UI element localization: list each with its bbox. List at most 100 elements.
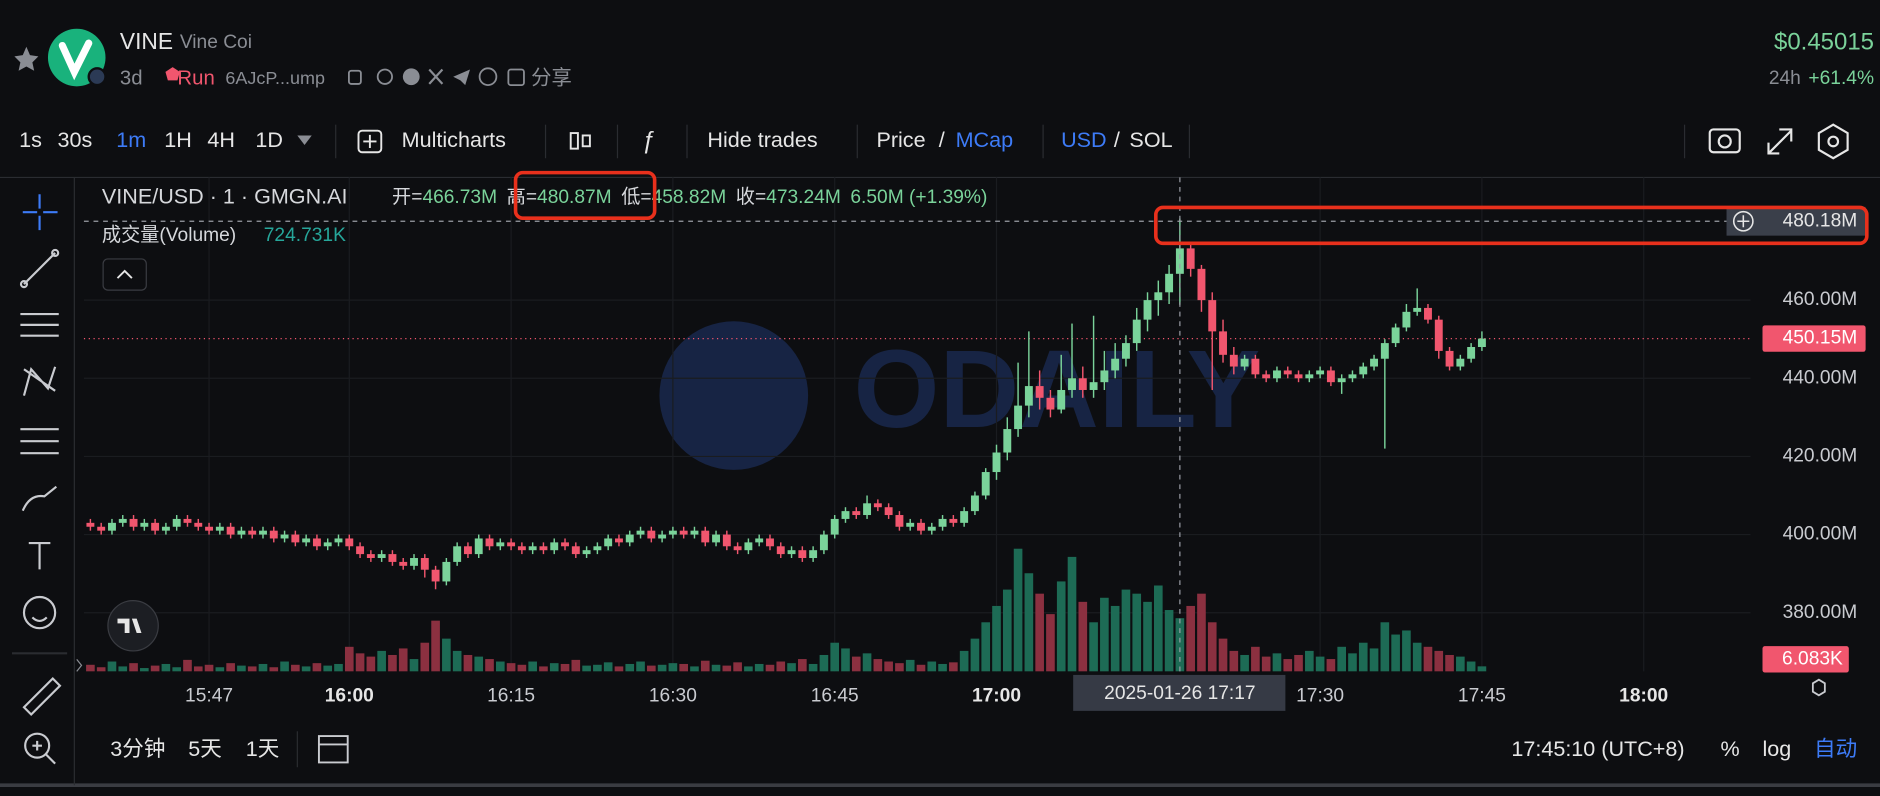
candle-body [895,515,904,527]
candle-body [1326,370,1335,383]
y-tick-label: 400.00M [1783,524,1858,545]
volume-bar [1207,622,1217,672]
candle-body [1186,248,1195,269]
volume-bar [1369,648,1379,672]
crosshair-tool[interactable] [22,194,58,231]
interval-button[interactable]: 4H [207,127,235,152]
text-tool[interactable] [28,541,51,570]
volume-bar [851,656,861,672]
volume-bar [916,664,926,672]
interval-button[interactable]: 1m [116,127,146,152]
copy-icon[interactable] [348,69,362,85]
brush-tool[interactable] [21,485,58,512]
volume-bar [798,659,807,672]
fullscreen-icon[interactable] [1767,128,1793,155]
multicharts-icon[interactable] [357,129,383,154]
sol-toggle[interactable]: SOL [1129,127,1172,152]
volume-bar [1153,585,1163,672]
volume-bar [485,659,494,672]
candle-body [1424,307,1432,320]
percent-toggle[interactable]: % [1721,736,1740,761]
change-period: 24h [1769,68,1801,89]
volume-bar [1229,650,1239,672]
projection-tool[interactable] [20,428,59,455]
volume-bar [905,659,915,672]
trendline-tool[interactable] [23,252,56,285]
share-icon[interactable] [507,68,525,87]
date-range-icon[interactable] [317,735,349,764]
volume-bar [301,666,311,672]
pattern-tool[interactable] [22,366,57,396]
candle-body [1305,374,1314,379]
highlight-box [513,170,657,220]
volume-bar [1456,656,1465,672]
ruler-tool[interactable] [22,676,62,717]
candle-body [1089,382,1098,390]
search-icon[interactable] [376,68,393,85]
volume-bar [949,662,958,672]
trendline-end [51,248,60,258]
volume-bar [344,646,354,672]
candle-body [744,542,753,551]
volume-label-bg [1762,646,1849,673]
x-icon[interactable] [428,68,444,85]
hide-trades-button[interactable]: Hide trades [707,127,817,152]
volume-bar [107,661,117,672]
volume-bar [1423,646,1433,672]
price-toggle[interactable]: Price [876,127,925,152]
axis-settings[interactable] [1811,678,1826,697]
mcap-toggle[interactable]: MCap [956,127,1014,152]
token-symbol: VINE [120,28,173,54]
legend-value: 480.87M [537,187,612,208]
candle-body [528,546,537,551]
volume-bar [1337,646,1347,672]
candle-body [1370,358,1379,367]
interval-button[interactable]: 1D [255,127,283,152]
web-icon[interactable] [478,67,498,87]
range-button[interactable]: 1天 [246,736,280,761]
log-toggle[interactable]: log [1762,736,1791,761]
site-icon[interactable] [402,68,420,86]
favorite-star[interactable] [14,46,39,71]
volume-bar [970,638,980,672]
usd-toggle[interactable]: USD [1061,127,1107,152]
volume-bar [744,666,753,672]
settings-icon[interactable] [1817,123,1849,160]
volume-bar [808,663,818,672]
volume-bar [560,663,570,672]
zoom-tool[interactable] [24,732,51,759]
multicharts-button[interactable]: Multicharts [402,127,506,152]
interval-button[interactable]: 1H [164,127,192,152]
add-alert-icon[interactable] [1732,210,1754,232]
token-address: 6AJcP...ump [225,68,325,88]
indicators-icon[interactable]: ƒ [641,127,654,154]
auto-toggle[interactable]: 自动 [1814,736,1857,761]
screenshot-icon[interactable] [1708,128,1741,154]
volume-bar [981,622,991,672]
telegram-icon[interactable] [453,69,470,86]
emoji-tool[interactable] [22,595,57,630]
y-tick-label: 440.00M [1783,367,1858,388]
share-button[interactable]: 分享 [531,67,572,90]
interval-button[interactable]: 1s [19,127,42,152]
fib-tool[interactable] [20,313,59,337]
volume-bar [1035,593,1044,672]
candle-body [269,530,278,539]
candle-body [1251,358,1260,375]
range-button[interactable]: 3分钟 [110,736,165,761]
sidebar-toggle[interactable] [76,658,83,672]
candle-body [615,538,623,543]
volume-bar [312,663,322,672]
range-button[interactable]: 5天 [188,736,222,761]
candle-body [1262,374,1271,379]
volume-bar [431,620,440,672]
chart-type-candle [569,132,579,150]
collapse-legend[interactable] [102,258,147,291]
interval-button[interactable]: 30s [58,127,93,152]
crosshair-y-label-bg [1726,206,1866,236]
volume-bar [1326,659,1336,672]
volume-bar [841,648,850,672]
interval-dropdown[interactable] [297,135,312,146]
volume-bar [873,659,883,672]
chart-type-icon[interactable] [569,132,591,150]
